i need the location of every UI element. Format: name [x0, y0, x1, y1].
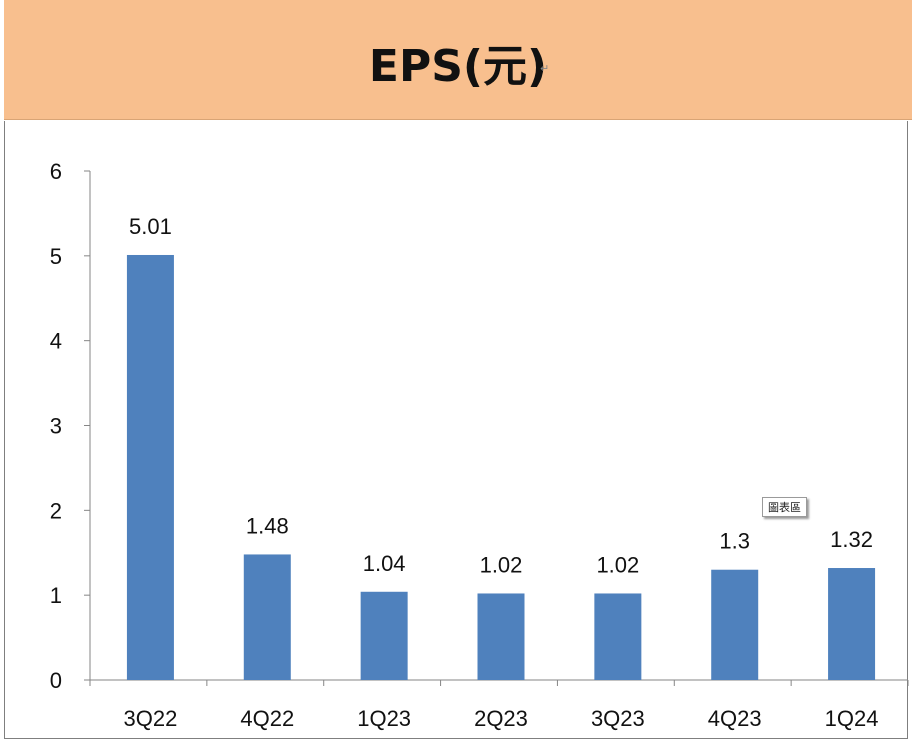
chart-area[interactable]	[4, 121, 908, 739]
y-tick-label: 4	[50, 329, 62, 354]
y-tick-label: 0	[50, 668, 62, 693]
bar	[711, 569, 759, 680]
y-tick-label: 3	[50, 414, 62, 439]
data-label: 1.02	[480, 552, 523, 577]
data-label: 1.02	[596, 552, 639, 577]
bar	[477, 593, 525, 680]
data-label: 1.3	[719, 529, 750, 554]
y-tick-label: 6	[50, 159, 62, 184]
x-tick-label: 3Q22	[124, 706, 178, 731]
x-tick-label: 4Q22	[240, 706, 294, 731]
data-label: 1.48	[246, 513, 289, 538]
x-tick-label: 1Q24	[825, 706, 879, 731]
chart-title-banner: EPS(元) ↵	[4, 0, 912, 120]
x-tick-label: 3Q23	[591, 706, 645, 731]
paragraph-mark-icon: ↵	[540, 62, 550, 75]
data-label: 5.01	[129, 214, 172, 239]
x-tick-label: 1Q23	[357, 706, 411, 731]
bar	[126, 254, 174, 681]
bar	[243, 554, 291, 680]
chart-area-tooltip: 圖表區	[762, 497, 807, 517]
y-tick-label: 5	[50, 244, 62, 269]
data-label: 1.04	[363, 551, 406, 576]
bar	[828, 568, 876, 680]
y-tick-label: 2	[50, 498, 62, 523]
x-tick-label: 4Q23	[708, 706, 762, 731]
chart-title: EPS(元)	[368, 41, 548, 92]
data-label: 1.32	[830, 527, 873, 552]
x-tick-label: 2Q23	[474, 706, 528, 731]
bar	[360, 591, 408, 680]
y-tick-label: 1	[50, 583, 62, 608]
bar	[594, 593, 642, 680]
